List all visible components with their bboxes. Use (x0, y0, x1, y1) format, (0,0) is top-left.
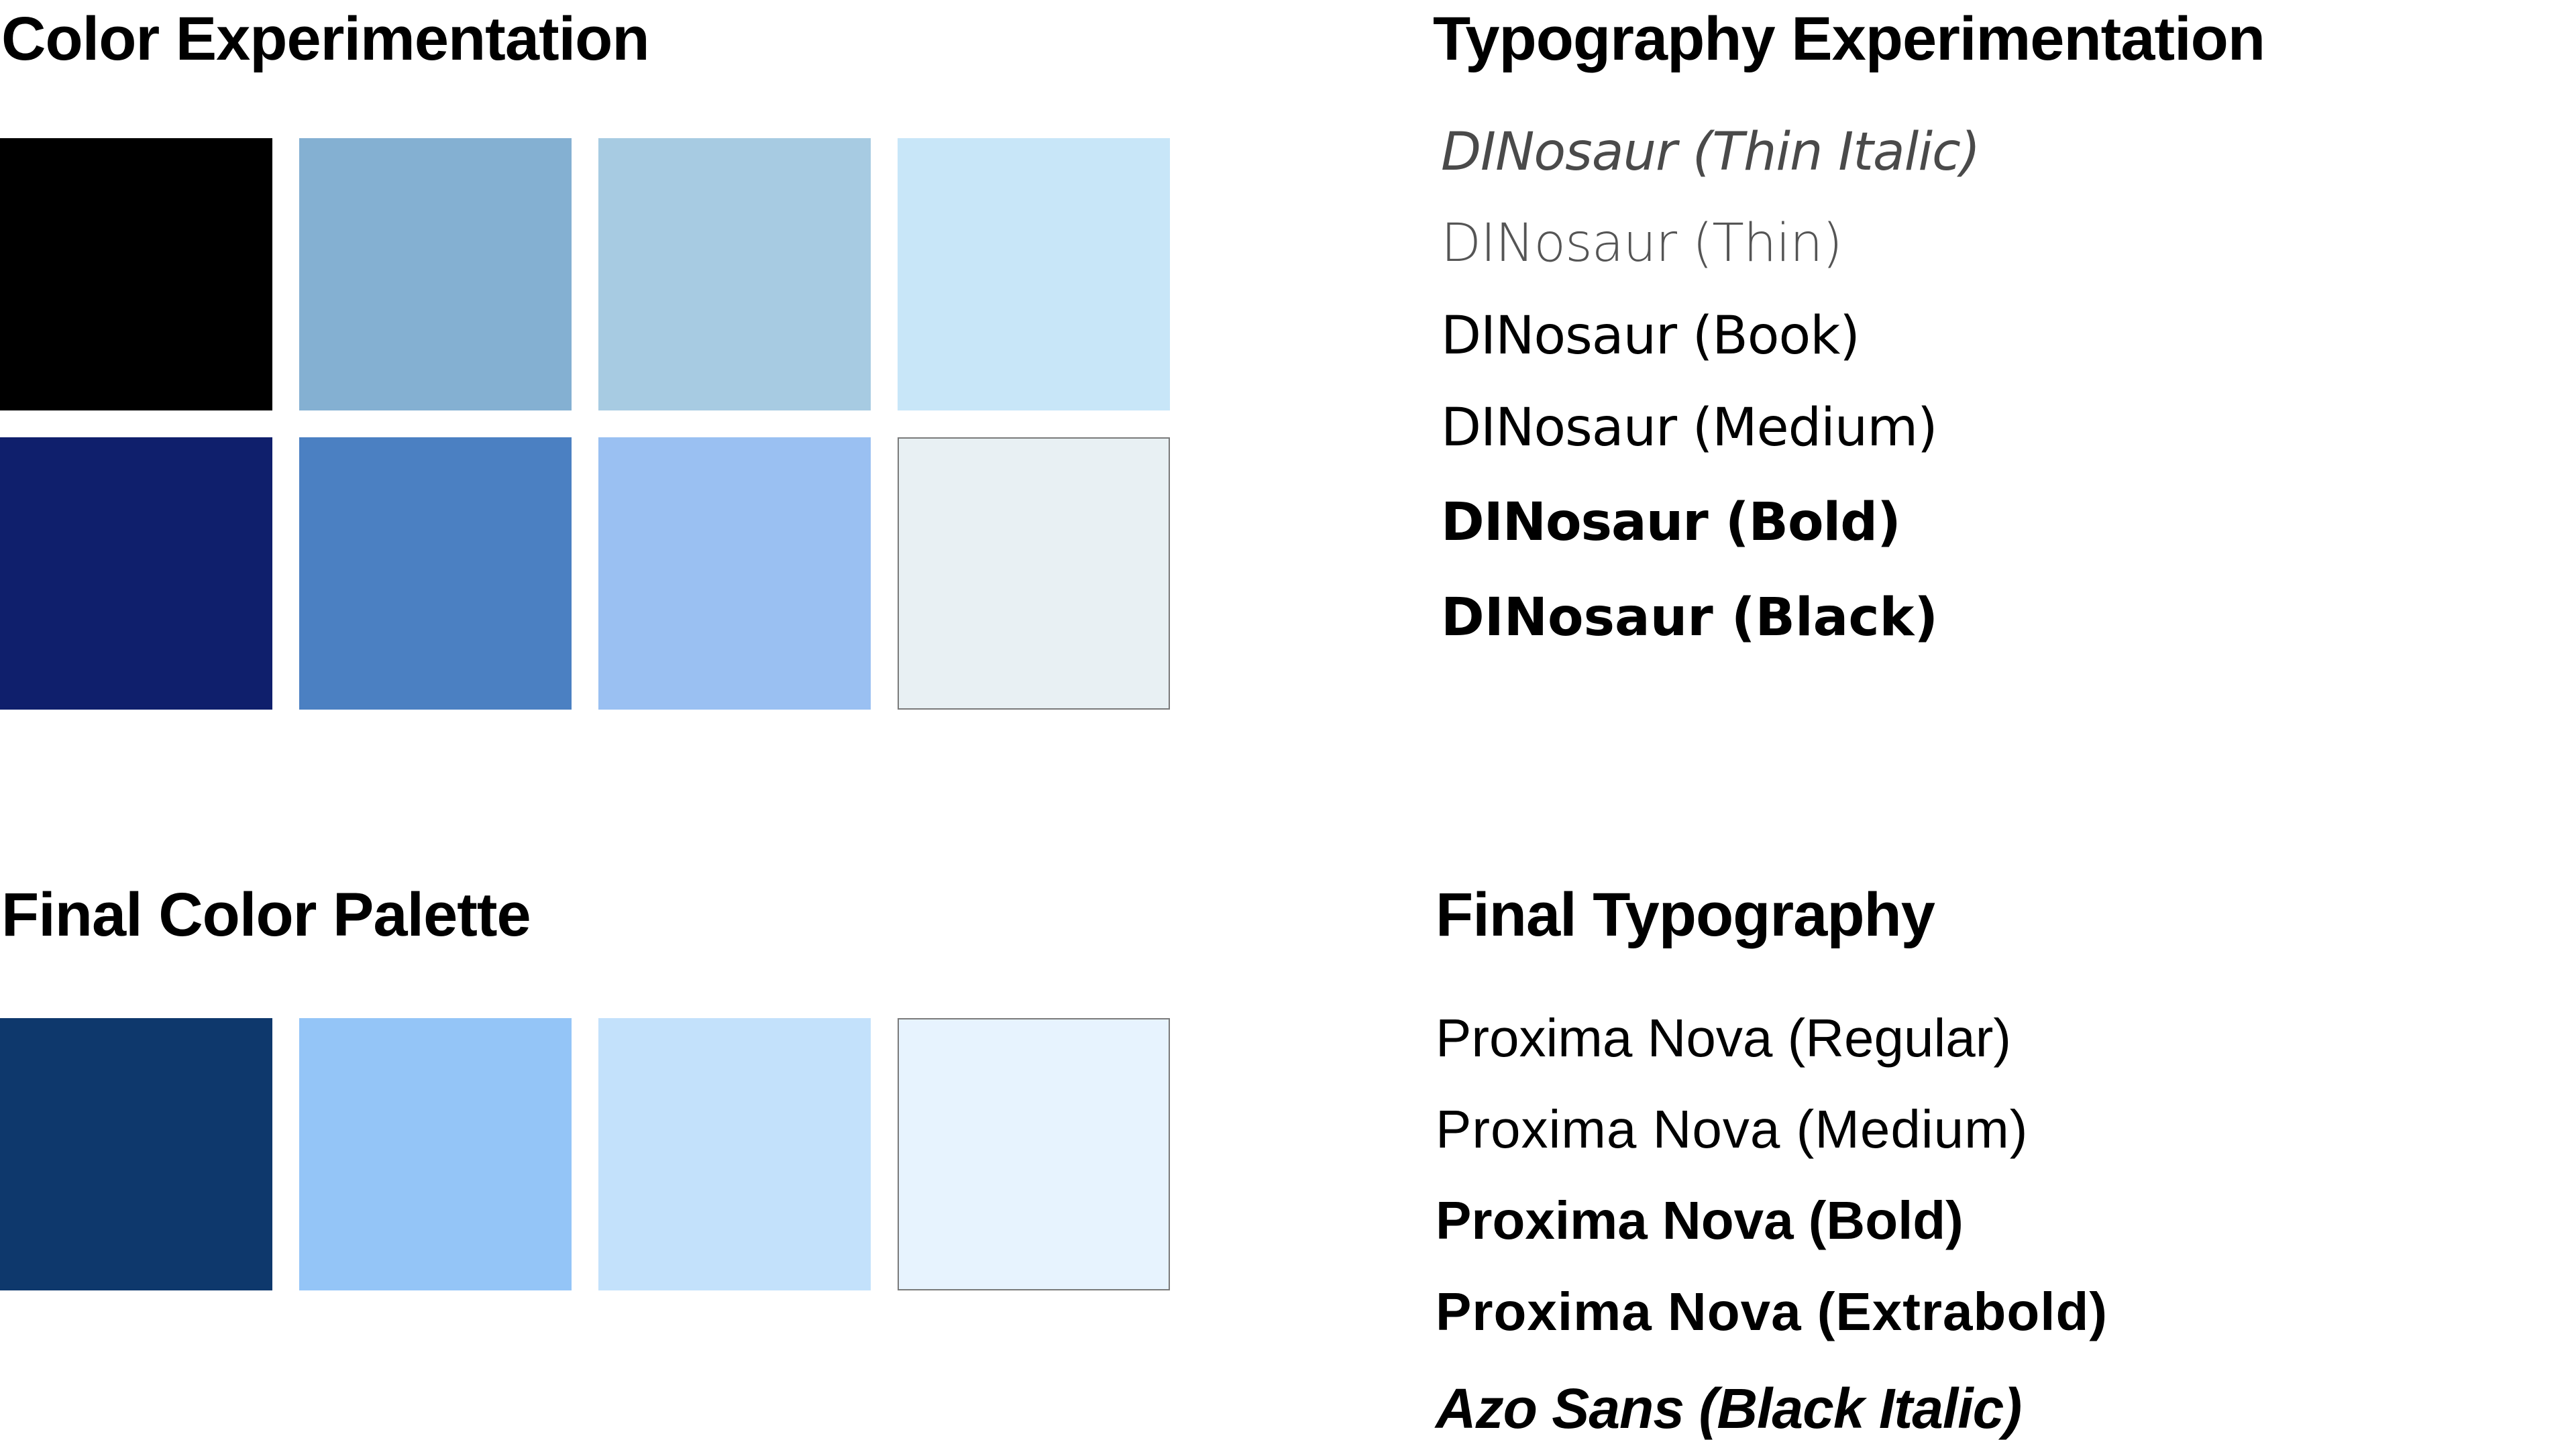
din-black-sample: DINosaur (Black) (1441, 588, 1939, 648)
din-medium-sample: DINosaur (Medium) (1441, 398, 1938, 458)
din-thin-italic-sample: DINosaur (Thin Italic) (1441, 122, 1980, 182)
proxima-extrabold-sample: Proxima Nova (Extrabold) (1436, 1282, 2108, 1341)
color-exp-swatch-8 (898, 437, 1170, 710)
proxima-medium-sample: Proxima Nova (Medium) (1436, 1099, 2029, 1159)
color-exp-swatch-3 (598, 138, 871, 410)
color-experimentation-heading: Color Experimentation (1, 5, 650, 73)
typography-experimentation-heading: Typography Experimentation (1433, 5, 2265, 73)
final-palette-swatch-1 (0, 1018, 272, 1290)
final-palette-swatch-2 (299, 1018, 572, 1290)
color-exp-swatch-6 (299, 437, 572, 710)
proxima-bold-sample: Proxima Nova (Bold) (1436, 1190, 1964, 1250)
final-typography-heading: Final Typography (1436, 881, 1935, 949)
final-color-palette-heading: Final Color Palette (1, 881, 531, 949)
color-exp-swatch-7 (598, 437, 871, 710)
color-exp-swatch-2 (299, 138, 572, 410)
din-thin-sample: DINosaur (Thin) (1441, 213, 1843, 274)
color-exp-swatch-5 (0, 437, 272, 710)
final-palette-swatch-4 (898, 1018, 1170, 1290)
final-palette-swatch-3 (598, 1018, 871, 1290)
din-bold-sample: DINosaur (Bold) (1441, 492, 1901, 553)
din-book-sample: DINosaur (Book) (1441, 306, 1860, 366)
color-exp-swatch-4 (898, 138, 1170, 410)
azo-sans-black-italic-sample: Azo Sans (Black Italic) (1436, 1377, 2022, 1440)
color-exp-swatch-1 (0, 138, 272, 410)
proxima-regular-sample: Proxima Nova (Regular) (1436, 1008, 2012, 1068)
